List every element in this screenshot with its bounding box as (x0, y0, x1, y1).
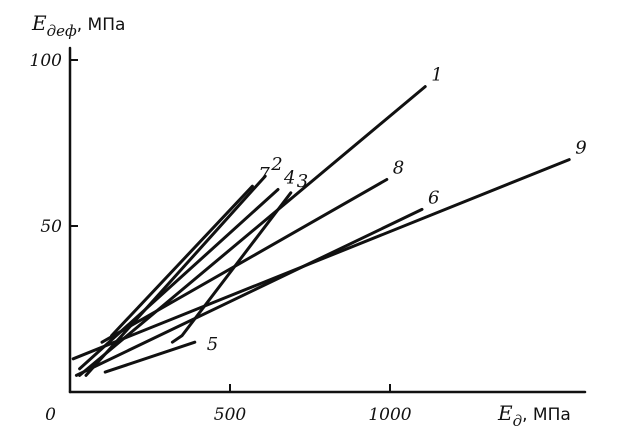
series-line-9 (71, 158, 571, 361)
series-label-9: 9 (575, 138, 586, 159)
y-axis-label: Eдеф, МПа (31, 11, 125, 40)
axes (68, 46, 587, 394)
y-tick-label: 50 (40, 217, 62, 237)
x-axis-label-sub: д (513, 412, 523, 430)
x-tick-label: 500 (214, 405, 247, 425)
series-label-7: 7 (258, 164, 270, 185)
x-axis-label-unit: , МПа (522, 405, 571, 425)
x-tick-label: 0 (45, 405, 56, 425)
series-line-2 (84, 174, 267, 377)
series-label-3: 3 (297, 171, 308, 192)
y-axis-label-unit: , МПа (77, 15, 126, 35)
y-axis-label-main: E (31, 11, 47, 35)
series-line-4 (78, 188, 280, 371)
series-line-8 (100, 178, 389, 344)
series-label-8: 8 (393, 158, 404, 179)
series-label-5: 5 (207, 334, 218, 355)
y-axis-label-sub: деф (47, 22, 77, 40)
x-axis-label: Eд, МПа (497, 401, 571, 430)
tick-marks (70, 59, 391, 392)
x-axis-label-main: E (497, 401, 513, 425)
series-line-3 (170, 191, 293, 344)
series-line-5 (103, 340, 197, 374)
series-label-2: 2 (270, 154, 282, 175)
series-label-4: 4 (283, 167, 295, 188)
series-label-6: 6 (428, 187, 439, 208)
x-tick-label: 1000 (368, 405, 411, 425)
series-label-1: 1 (431, 65, 442, 86)
tick-labels: 0 500 1000 50 100 (30, 51, 412, 425)
series-line-7 (110, 184, 254, 338)
series-lines (71, 85, 571, 377)
series-labels: 1 234 5 6 7 8 9 (207, 65, 587, 356)
series-line-1 (78, 85, 427, 377)
series-line-6 (74, 207, 424, 377)
y-tick-label: 100 (30, 51, 63, 71)
